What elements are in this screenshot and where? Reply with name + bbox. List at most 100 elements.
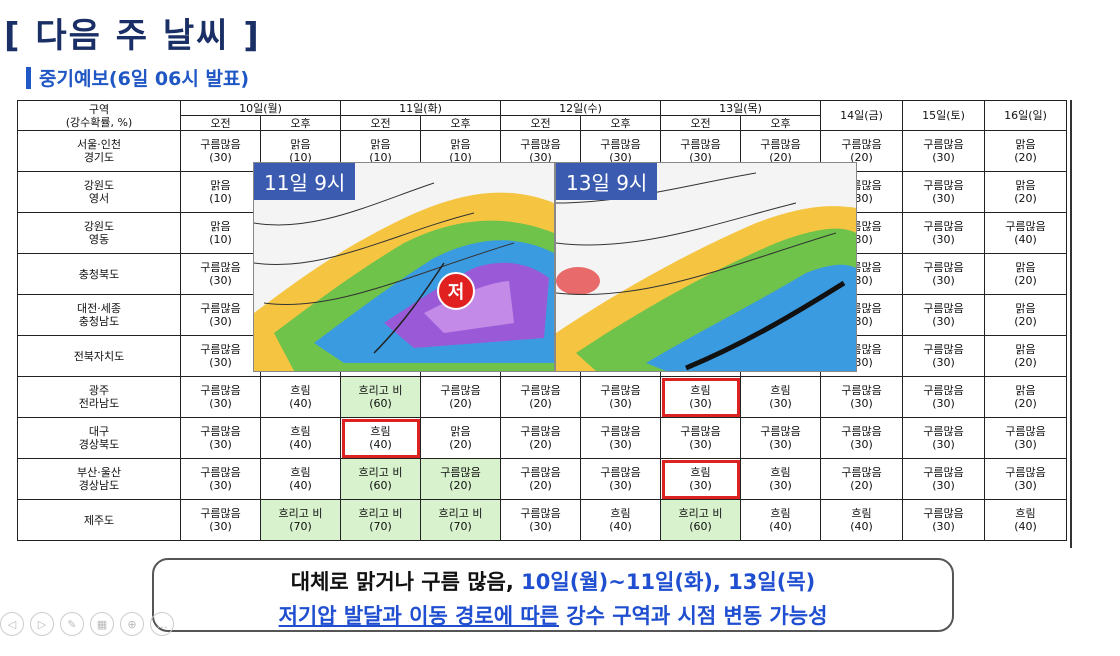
am-header: 오전 [180, 115, 261, 131]
header-row-days: 구역 (강수확률, %) 10일(월) 11일(화) 12일(수) 13일(목)… [17, 100, 1067, 131]
precip-prob: (20) [1014, 315, 1037, 328]
summary-box: 대체로 맑거나 구름 많음, 10일(월)~11일(화), 13일(목) 저기압… [152, 558, 954, 632]
weather-text: 흐리고 비 [358, 507, 403, 520]
weather-text: 구름많음 [200, 343, 241, 356]
forecast-cell: 구름많음 (30) [902, 376, 985, 418]
weather-text: 구름많음 [1005, 220, 1046, 233]
forecast-cell: 구름많음 (30) [180, 335, 261, 377]
forecast-cell: 흐리고 비 (70) [340, 499, 421, 541]
precip-prob: (30) [609, 397, 632, 410]
summary-line-2: 저기압 발달과 이동 경로에 따른 강수 구역과 시점 변동 가능성 [154, 600, 952, 630]
forecast-cell: 흐리고 비 (60) [340, 458, 421, 500]
weather-text: 구름많음 [200, 425, 241, 438]
precip-prob: (30) [209, 479, 232, 492]
precip-prob: (30) [209, 397, 232, 410]
precip-prob: (20) [1014, 397, 1037, 410]
forecast-cell: 맑음 (20) [984, 171, 1067, 213]
day-header: 15일(토) [902, 100, 985, 131]
precip-prob: (30) [209, 151, 232, 164]
weather-text: 구름많음 [841, 138, 882, 151]
forecast-cell: 흐림 (40) [984, 499, 1067, 541]
precip-prob: (30) [932, 315, 955, 328]
weather-text: 흐림 [290, 466, 311, 479]
day-header: 13일(목) [660, 100, 821, 116]
forecast-cell: 구름많음 (30) [180, 376, 261, 418]
zoom-icon[interactable]: ⊕ [120, 612, 144, 636]
weather-text: 구름많음 [600, 425, 641, 438]
weather-text: 흐리고 비 [358, 466, 403, 479]
weather-text: 맑음 [1015, 179, 1036, 192]
weather-text: 구름많음 [200, 384, 241, 397]
summary-highlight: 10일(월)~11일(화), 13일(목) [521, 570, 816, 594]
weather-text: 맑음 [210, 220, 231, 233]
am-header: 오전 [340, 115, 421, 131]
play-icon[interactable]: ▷ [30, 612, 54, 636]
more-icon[interactable]: … [150, 612, 174, 636]
pm-header: 오후 [580, 115, 661, 131]
forecast-cell: 구름많음 (20) [500, 417, 581, 459]
forecast-cell: 흐림 (40) [740, 499, 821, 541]
day-header: 11일(화) [340, 100, 501, 116]
forecast-cell: 흐리고 비 (70) [260, 499, 341, 541]
precip-prob: (30) [932, 356, 955, 369]
weather-text: 흐리고 비 [678, 507, 723, 520]
weather-text: 맑음 [210, 179, 231, 192]
weather-text: 구름많음 [841, 466, 882, 479]
precip-prob: (20) [449, 397, 472, 410]
table-row: 대구 경상북도 구름많음 (30) 흐림 (40) 흐림 (40) 맑음 (20) 구름많음 (20)… [17, 417, 1067, 459]
summary-text: 강수 구역과 시점 변동 가능성 [559, 604, 828, 628]
day-header: 14일(금) [820, 100, 903, 131]
precip-prob: (30) [529, 151, 552, 164]
forecast-cell: 흐림 (40) [340, 417, 421, 459]
weather-text: 구름많음 [600, 384, 641, 397]
precip-prob: (30) [932, 438, 955, 451]
precip-prob: (20) [850, 479, 873, 492]
forecast-cell: 구름많음 (30) [180, 458, 261, 500]
precip-map-image: 저 [254, 163, 554, 371]
low-pressure-marker: 저 [448, 282, 465, 303]
weather-text: 구름많음 [200, 466, 241, 479]
forecast-cell: 구름많음 (30) [820, 376, 903, 418]
day-header: 16일(일) [984, 100, 1067, 131]
forecast-cell: 구름많음 (30) [902, 294, 985, 336]
weather-text: 구름많음 [520, 507, 561, 520]
region-cell: 서울·인천 경기도 [17, 130, 181, 172]
weather-text: 흐리고 비 [358, 384, 403, 397]
forecast-cell: 흐림 (30) [660, 376, 741, 418]
precip-prob: (30) [932, 479, 955, 492]
pen-icon[interactable]: ✎ [60, 612, 84, 636]
precip-prob: (30) [932, 274, 955, 287]
precip-prob: (30) [689, 397, 712, 410]
region-header: 구역 (강수확률, %) [17, 100, 181, 131]
table-row: 제주도 구름많음 (30) 흐리고 비 (70) 흐리고 비 (70) 흐리고 비 (70) 구름… [17, 499, 1067, 541]
precip-prob: (30) [932, 397, 955, 410]
forecast-cell: 맑음 (20) [984, 130, 1067, 172]
forecast-cell: 맑음 (10) [180, 212, 261, 254]
precip-prob: (20) [529, 438, 552, 451]
weather-text: 맑음 [1015, 302, 1036, 315]
forecast-cell: 흐리고 비 (60) [340, 376, 421, 418]
am-header: 오전 [500, 115, 581, 131]
forecast-cell: 흐림 (40) [260, 417, 341, 459]
weather-text: 구름많음 [841, 425, 882, 438]
precip-prob: (40) [289, 479, 312, 492]
table-row: 광주 전라남도 구름많음 (30) 흐림 (40) 흐리고 비 (60) 구름많음 (20) 구름많… [17, 376, 1067, 418]
subtitle-bar [26, 66, 31, 89]
weather-text: 흐림 [610, 507, 631, 520]
weather-text: 구름많음 [923, 384, 964, 397]
precip-prob: (30) [609, 151, 632, 164]
precip-prob: (30) [689, 479, 712, 492]
precip-prob: (40) [769, 520, 792, 533]
precip-prob: (10) [449, 151, 472, 164]
weather-text: 구름많음 [680, 425, 721, 438]
weather-text: 구름많음 [923, 220, 964, 233]
prev-icon[interactable]: ◁ [0, 612, 24, 636]
forecast-cell: 맑음 (20) [984, 294, 1067, 336]
weather-text: 구름많음 [440, 384, 481, 397]
weather-text: 구름많음 [200, 507, 241, 520]
slides-icon[interactable]: ▦ [90, 612, 114, 636]
forecast-cell: 흐림 (40) [580, 499, 661, 541]
precip-prob: (30) [209, 520, 232, 533]
page-title: [ 다음 주 날씨 ] [4, 16, 261, 56]
pm-header: 오후 [740, 115, 821, 131]
